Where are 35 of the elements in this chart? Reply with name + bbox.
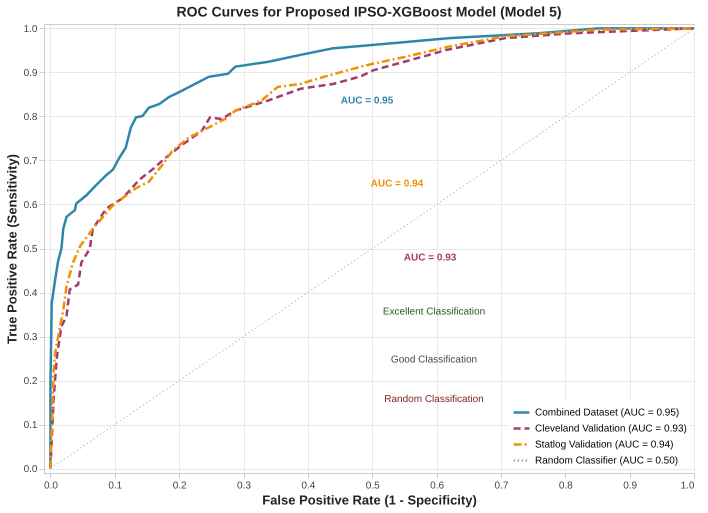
x-tick-label: 0.1 — [108, 480, 123, 492]
legend-label: Cleveland Validation (AUC = 0.93) — [535, 424, 687, 434]
annotation: AUC = 0.94 — [370, 178, 424, 190]
x-tick-label: 0.6 — [430, 480, 444, 492]
x-tick-label: 0.2 — [172, 480, 188, 492]
x-axis-title: False Positive Rate (1 - Specificity) — [262, 492, 477, 508]
legend-label: Random Classifier (AUC = 0.50) — [535, 456, 678, 466]
y-tick-label: 0.8 — [24, 112, 38, 123]
y-tick-label: 0.1 — [24, 420, 38, 432]
x-tick-label: 0.9 — [623, 480, 638, 492]
x-tick-label: 0.0 — [44, 480, 58, 492]
y-tick-label: 0.0 — [24, 464, 38, 476]
y-tick-label: 0.5 — [24, 244, 38, 255]
y-tick-label: 0.4 — [24, 288, 38, 300]
x-tick-label: 0.5 — [366, 480, 380, 492]
annotation: Random Classification — [384, 394, 484, 405]
x-tick-label: 0.8 — [558, 480, 574, 492]
y-tick-label: 0.3 — [24, 332, 38, 344]
x-tick-label: 0.4 — [301, 480, 316, 492]
y-tick-label: 0.6 — [24, 200, 38, 211]
y-tick-label: 1.0 — [24, 24, 38, 35]
y-axis-title: True Positive Rate (Sensitivity) — [4, 154, 20, 344]
y-tick-label: 0.9 — [24, 68, 38, 79]
legend-label: Combined Dataset (AUC = 0.95) — [535, 408, 680, 418]
chart-title: ROC Curves for Proposed IPSO-XGBoost Model (Model 5) — [176, 3, 562, 20]
y-tick-label: 0.7 — [24, 156, 38, 167]
annotation: AUC = 0.95 — [340, 95, 394, 106]
annotation: AUC = 0.93 — [404, 252, 457, 264]
y-tick-label: 0.2 — [24, 376, 38, 388]
annotation: Excellent Classification — [382, 306, 486, 318]
x-tick-label: 1.0 — [680, 480, 695, 492]
annotation: Good Classification — [390, 354, 478, 366]
legend-label: Statlog Validation (AUC = 0.94) — [535, 440, 674, 450]
x-tick-label: 0.7 — [494, 480, 509, 492]
x-tick-label: 0.3 — [237, 480, 252, 492]
